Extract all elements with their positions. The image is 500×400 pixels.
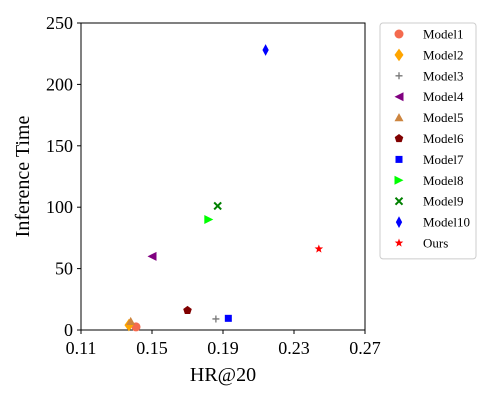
data-point-model5 — [126, 316, 136, 326]
x-tick-label: 0.15 — [136, 338, 168, 358]
legend-box — [379, 22, 477, 260]
legend-marker-model7 — [395, 155, 403, 163]
legend-label-model6: Model6 — [423, 131, 464, 146]
legend-marker-model10 — [395, 216, 403, 228]
data-point-ours — [314, 244, 324, 253]
legend-label-model8: Model8 — [423, 173, 463, 188]
plot-frame — [80, 22, 366, 331]
legend-label-model3: Model3 — [423, 68, 463, 83]
legend-marker-ours — [394, 238, 404, 247]
data-point-model8 — [204, 214, 214, 224]
legend-label-model2: Model2 — [423, 47, 463, 62]
data-point-model4 — [147, 251, 157, 261]
data-point-model9 — [213, 201, 222, 211]
y-tick-label: 250 — [46, 13, 73, 33]
legend-label-model1: Model1 — [423, 27, 463, 42]
data-point-model2 — [124, 318, 134, 332]
y-tick-label: 200 — [46, 74, 73, 94]
x-tick-label: 0.23 — [278, 338, 310, 358]
data-point-model6 — [183, 305, 192, 314]
x-tick-label: 0.27 — [349, 338, 381, 358]
y-tick-label: 100 — [46, 197, 73, 217]
x-axis-label: HR@20 — [190, 364, 256, 386]
legend-marker-model1 — [394, 29, 404, 39]
legend-label-model9: Model9 — [423, 194, 463, 209]
legend: Model1 Model2 Model3 Model4 Model5 Model6 Mode… — [379, 22, 477, 260]
legend-label-ours: Ours — [423, 236, 448, 251]
data-points — [124, 44, 324, 332]
legend-label-model4: Model4 — [423, 89, 464, 104]
legend-marker-model4 — [394, 92, 404, 102]
legend-marker-model3 — [395, 72, 403, 80]
x-tick-label: 0.19 — [207, 338, 239, 358]
y-axis-label: Inference Time — [12, 116, 34, 238]
legend-label-model10: Model10 — [423, 215, 470, 230]
data-point-model3 — [212, 315, 220, 323]
legend-marker-model6 — [394, 134, 404, 143]
legend-marker-model9 — [394, 196, 404, 206]
legend-label-model5: Model5 — [423, 110, 463, 125]
axes: 0.11 0.15 0.19 0.23 0.27 0 50 100 150 200 250 HR@20… — [12, 13, 381, 386]
data-point-model7 — [224, 314, 232, 322]
data-point-model10 — [262, 44, 269, 56]
legend-label-model7: Model7 — [423, 152, 464, 167]
y-tick-label: 0 — [64, 320, 73, 340]
x-tick-label: 0.11 — [66, 338, 97, 358]
legend-marker-model8 — [394, 175, 404, 185]
legend-marker-model2 — [394, 48, 404, 62]
legend-marker-model5 — [394, 113, 404, 122]
y-tick-label: 150 — [46, 136, 73, 156]
y-tick-label: 50 — [55, 259, 73, 279]
